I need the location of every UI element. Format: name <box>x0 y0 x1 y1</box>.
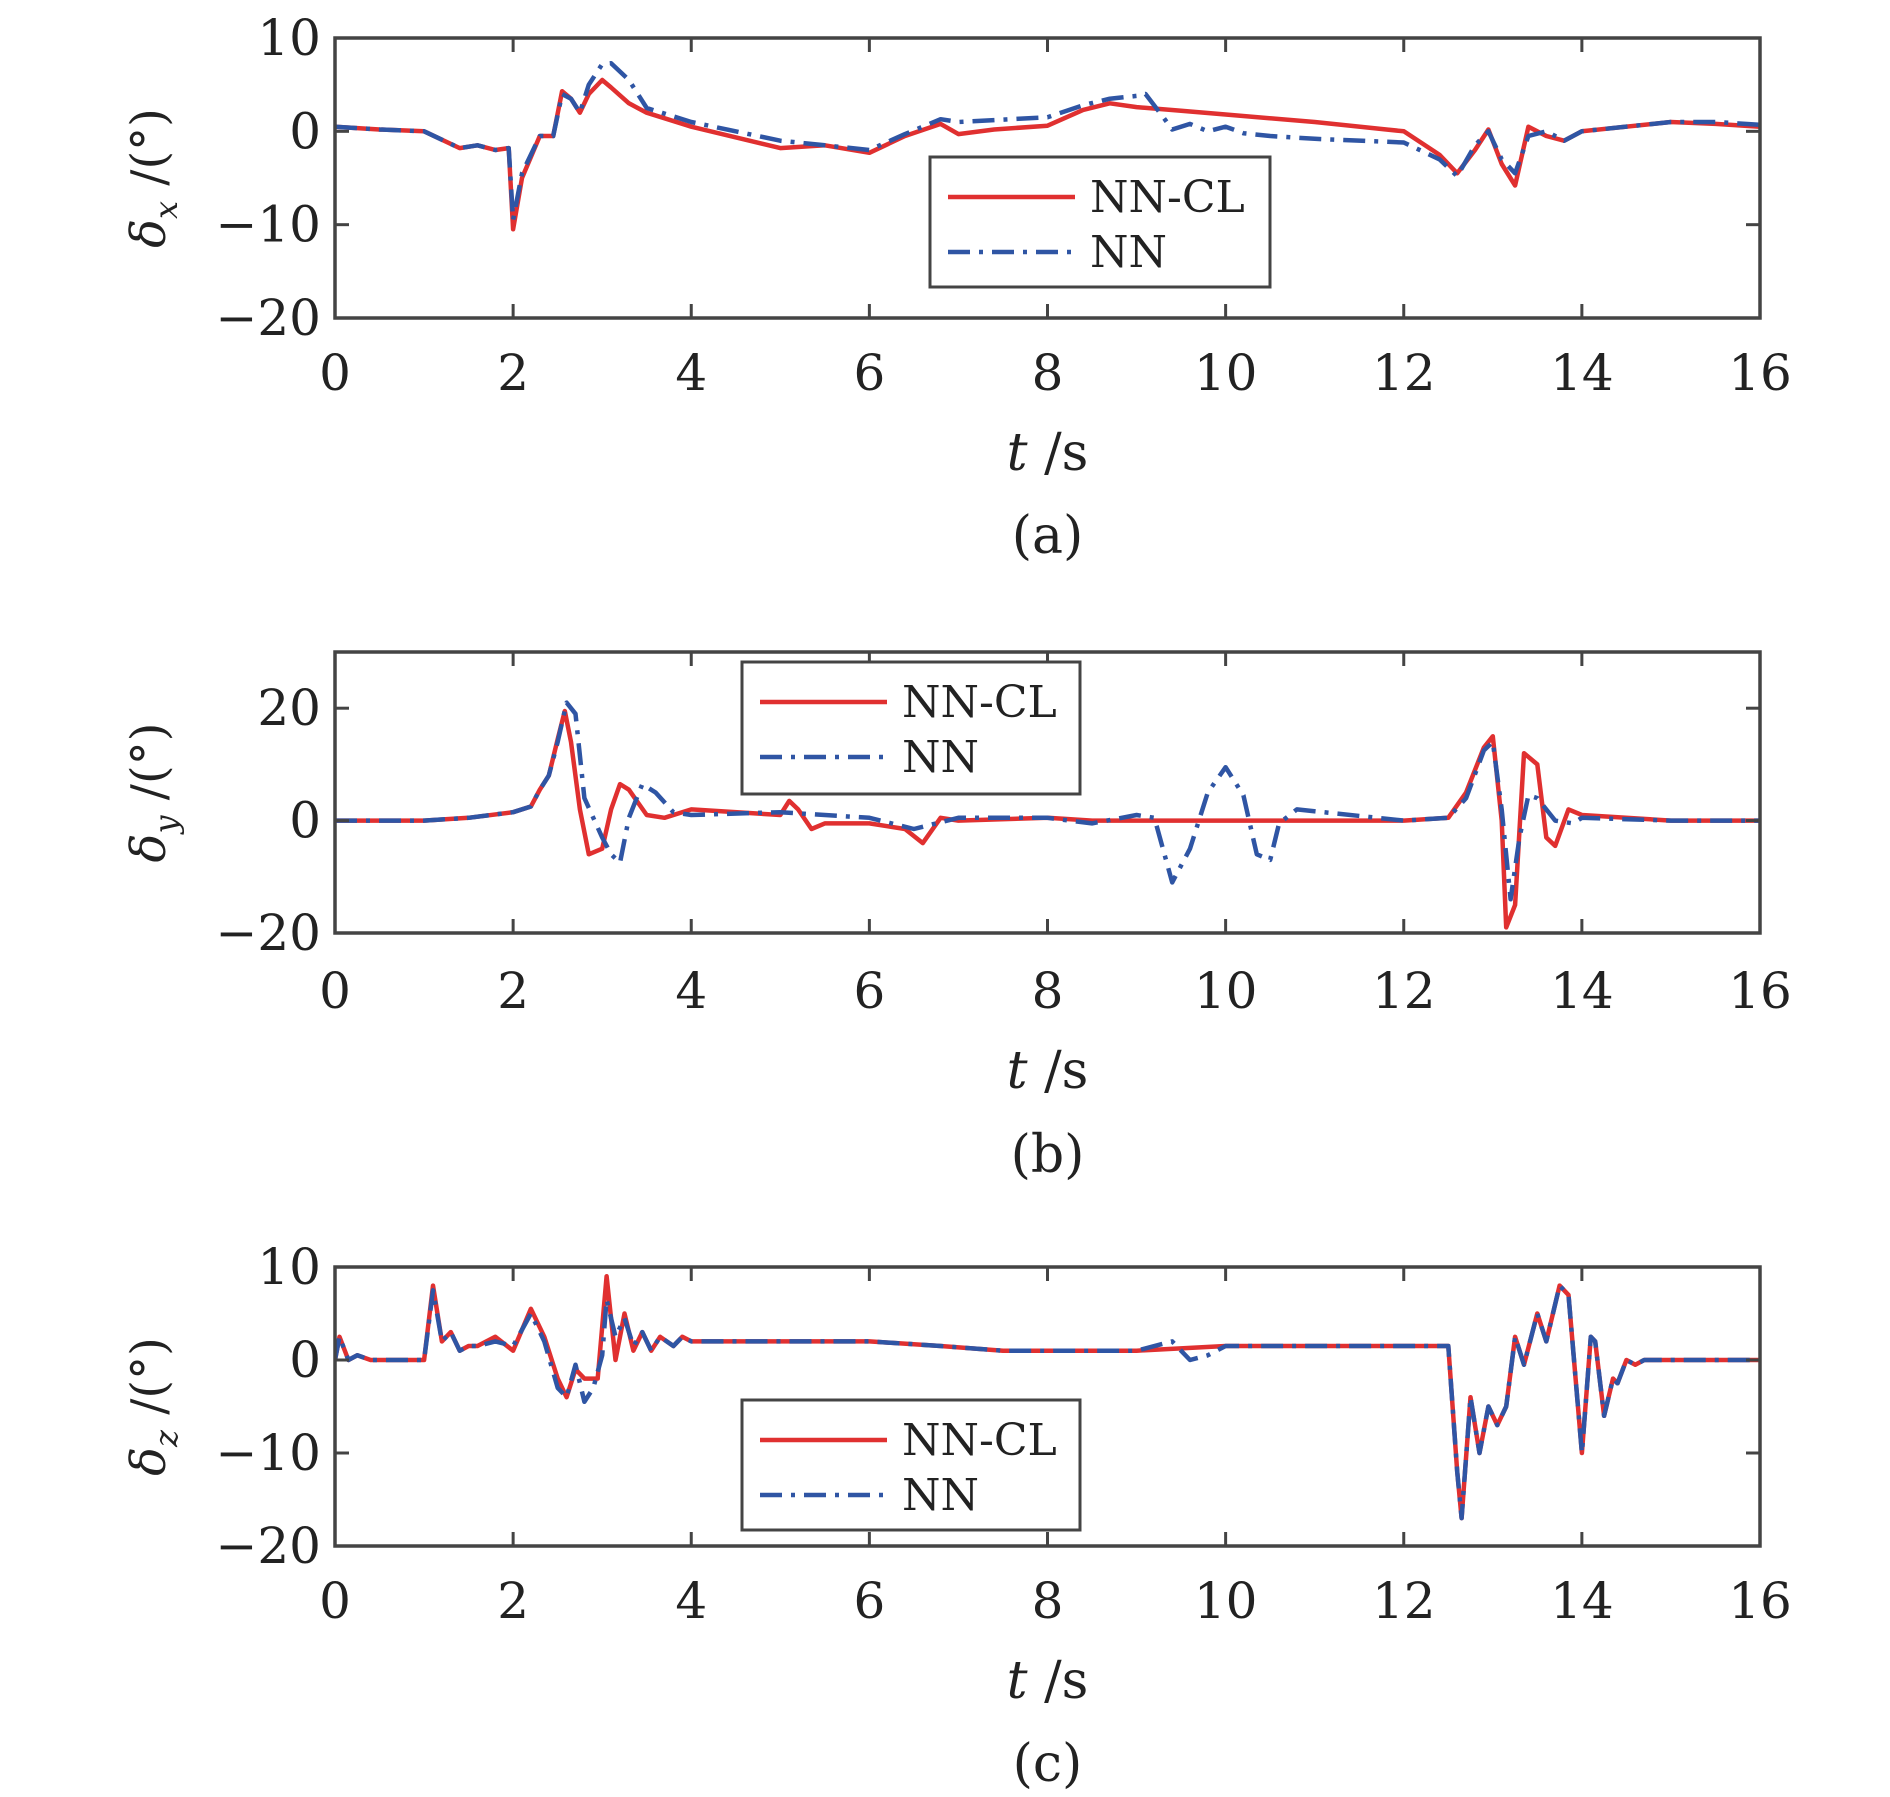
x-tick-label: 4 <box>675 1572 707 1630</box>
y-tick-label: −20 <box>215 289 321 347</box>
series-line-nn <box>335 700 1760 902</box>
y-tick-label: 10 <box>257 1238 321 1296</box>
legend-box <box>740 660 1082 796</box>
y-tick-label: 20 <box>257 679 321 737</box>
x-tick-label: 10 <box>1194 962 1258 1020</box>
x-tick-label: 12 <box>1372 1572 1436 1630</box>
legend-nn-cl-label: NN-CL <box>1090 172 1245 223</box>
y-axis-label: δx /(°) <box>121 108 185 248</box>
legend-nn-cl-label: NN-CL <box>902 1415 1057 1466</box>
legend-nn-label: NN <box>1090 227 1167 278</box>
x-tick-label: 6 <box>853 1572 885 1630</box>
series-line-nn <box>335 60 1760 223</box>
x-tick-label: 12 <box>1372 344 1436 402</box>
x-tick-label: 2 <box>497 1572 529 1630</box>
y-tick-label: −10 <box>215 196 321 254</box>
x-tick-label: 6 <box>853 962 885 1020</box>
chart-panel-3: 0 2 4 6 8 10 12 14 16 −20 −10 0 10 t /s δz /(°) (c) NN-C… <box>121 1238 1792 1794</box>
panel-caption: (c) <box>1013 1734 1083 1794</box>
x-tick-label: 16 <box>1728 344 1792 402</box>
series-line-nn <box>335 1283 1760 1521</box>
x-tick-label: 8 <box>1032 962 1064 1020</box>
axes-box <box>333 36 1762 320</box>
x-tick-label: 10 <box>1194 1572 1258 1630</box>
y-tick-label: 0 <box>289 792 321 850</box>
axes-box <box>333 1265 1762 1548</box>
x-tick-label: 10 <box>1194 344 1258 402</box>
x-tick-label: 14 <box>1550 1572 1614 1630</box>
series-line-nn-cl <box>335 1274 1760 1521</box>
x-tick-label: 8 <box>1032 344 1064 402</box>
x-tick-label: 0 <box>319 344 351 402</box>
x-axis-label: t /s <box>1007 1041 1089 1101</box>
x-tick-label: 0 <box>319 1572 351 1630</box>
legend-box <box>928 155 1272 289</box>
x-tick-label: 16 <box>1728 962 1792 1020</box>
x-axis-label: t /s <box>1007 423 1089 483</box>
panel-caption: (b) <box>1011 1125 1085 1185</box>
x-tick-label: 12 <box>1372 962 1436 1020</box>
x-tick-label: 4 <box>675 344 707 402</box>
x-tick-label: 2 <box>497 962 529 1020</box>
y-tick-label: −20 <box>215 1517 321 1575</box>
x-tick-label: 8 <box>1032 1572 1064 1630</box>
series-line-nn-cl <box>335 708 1760 930</box>
panel-caption: (a) <box>1012 506 1084 566</box>
y-tick-label: −10 <box>215 1424 321 1482</box>
y-tick-label: 0 <box>289 1331 321 1389</box>
x-axis-label: t /s <box>1007 1651 1089 1711</box>
y-tick-label: −20 <box>215 904 321 962</box>
y-axis-label: δy /(°) <box>121 723 185 863</box>
axes-box <box>333 650 1762 935</box>
x-tick-label: 4 <box>675 962 707 1020</box>
x-tick-label: 0 <box>319 962 351 1020</box>
legend-box <box>740 1398 1082 1532</box>
x-tick-label: 14 <box>1550 344 1614 402</box>
chart-panel-1: 0 2 4 6 8 10 12 14 16 −20 −10 0 10 t /s δx /(°) (a) NN-C… <box>121 9 1792 566</box>
legend-nn-label: NN <box>902 732 979 783</box>
x-tick-label: 6 <box>853 344 885 402</box>
y-axis-label: δz /(°) <box>121 1337 185 1476</box>
legend-nn-label: NN <box>902 1470 979 1521</box>
x-tick-label: 2 <box>497 344 529 402</box>
x-tick-label: 16 <box>1728 1572 1792 1630</box>
x-tick-label: 14 <box>1550 962 1614 1020</box>
legend-nn-cl-label: NN-CL <box>902 677 1057 728</box>
y-tick-label: 10 <box>257 9 321 67</box>
y-tick-label: 0 <box>289 102 321 160</box>
